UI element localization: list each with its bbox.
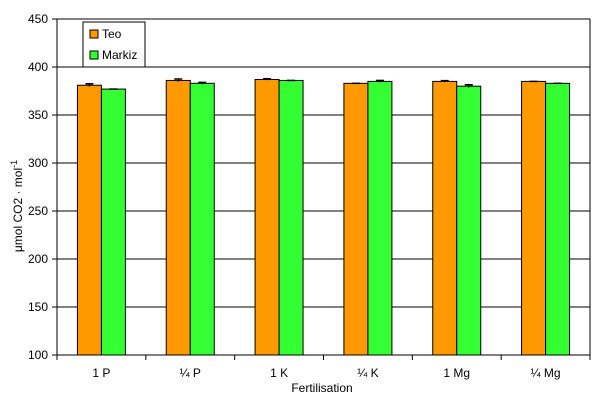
y-tick-label: 350 [28,108,48,122]
y-tick-label: 250 [28,204,48,218]
y-tick-label: 150 [28,300,48,314]
legend: Teo Markiz [82,21,146,68]
x-tick-label: ¼ Mg [531,366,561,380]
tick-labels: 100 150 200 250 300 350 400 450 1 P ¼ P 1 K ¼ K 1 Mg… [28,12,561,380]
bar-markiz-0 [100,88,126,356]
y-tick-label: 400 [28,60,48,74]
bar-teo-0 [76,84,102,356]
x-tick-label: 1 K [270,366,288,380]
bar-teo-5 [521,80,547,356]
y-tick-label: 100 [28,348,48,362]
y-axis-title-main: μmol CO2 · mol [11,168,25,252]
x-tick-label: ¼ P [180,366,201,380]
bar-markiz-3 [367,80,393,356]
bar-teo-3 [343,82,369,356]
y-axis-title: μmol CO2 · mol-1 [9,160,25,252]
legend-label-teo: Teo [102,27,122,41]
x-tick-label: 1 P [92,366,110,380]
y-tick-label: 200 [28,252,48,266]
bar-markiz-2 [278,79,304,356]
legend-label-markiz: Markiz [102,48,137,62]
bar-markiz-5 [545,82,571,356]
y-axis-title-superscript: -1 [9,160,19,168]
x-tick-label: ¼ K [357,366,378,380]
bar-markiz-4 [456,85,482,356]
bar-teo-4 [432,80,458,356]
bar-teo-2 [254,78,280,356]
y-tick-label: 450 [28,12,48,26]
axes [52,18,591,360]
x-axis-title: Fertilisation [291,381,352,395]
bar-markiz-1 [189,82,215,356]
bar-teo-1 [165,79,191,356]
gridlines [57,18,590,308]
legend-swatch-teo [89,29,99,39]
legend-swatch-markiz [89,50,99,60]
x-tick-label: 1 Mg [443,366,470,380]
bars [76,77,571,356]
y-tick-label: 300 [28,156,48,170]
